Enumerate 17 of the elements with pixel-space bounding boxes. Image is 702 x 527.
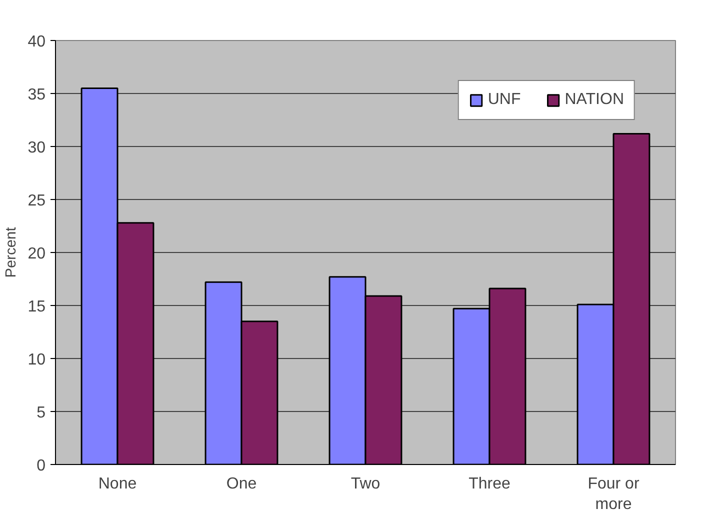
y-tick-label: 25 (28, 192, 46, 210)
legend-label: NATION (564, 91, 624, 109)
y-tick-label: 30 (28, 140, 46, 156)
x-tick-label: Four or more (588, 476, 640, 513)
y-tick-label: 5 (36, 404, 46, 422)
y-tick-label: 10 (28, 352, 46, 368)
x-tick-label: Three (468, 476, 510, 492)
legend-label: UNF (488, 91, 521, 109)
y-axis-title: Percent (4, 227, 20, 278)
x-tick-label: None (98, 476, 137, 492)
y-tick-label: 35 (28, 86, 46, 104)
y-tick-label: 40 (28, 34, 46, 50)
y-tick-label: 15 (28, 298, 46, 316)
x-tick-label: Two (350, 476, 380, 492)
y-tick-label: 20 (28, 246, 46, 262)
x-tick-label: One (226, 476, 257, 492)
y-tick-label: 0 (36, 458, 46, 474)
